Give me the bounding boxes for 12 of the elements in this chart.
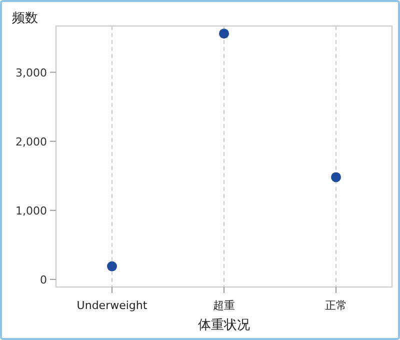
y-tick-label: 2,000	[16, 135, 47, 148]
x-tick-label: Underweight	[76, 299, 148, 312]
y-axis-title: 频数	[12, 11, 38, 26]
y-tick-label: 3,000	[16, 66, 47, 80]
x-tick-label: 超重	[213, 299, 235, 312]
point	[107, 261, 117, 272]
y-tick-label: 1,000	[16, 204, 47, 218]
y-tick-label: 0	[40, 273, 47, 286]
x-tick-label: 正常	[325, 299, 347, 312]
point	[331, 172, 341, 182]
point	[219, 28, 229, 39]
x-axis-title: 体重状况	[198, 318, 250, 333]
